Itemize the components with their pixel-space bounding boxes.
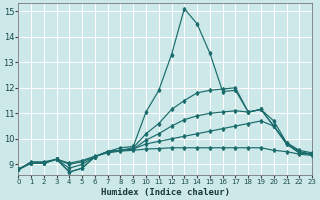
X-axis label: Humidex (Indice chaleur): Humidex (Indice chaleur) bbox=[101, 188, 230, 197]
